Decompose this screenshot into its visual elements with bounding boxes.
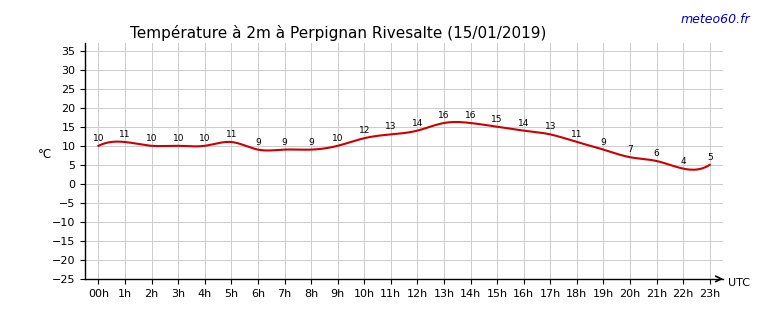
Text: Température à 2m à Perpignan Rivesalte (15/01/2019): Température à 2m à Perpignan Rivesalte (…	[130, 25, 546, 41]
Text: 4: 4	[680, 156, 686, 165]
Text: 16: 16	[465, 111, 477, 120]
Text: 10: 10	[146, 134, 158, 143]
Text: 13: 13	[385, 122, 396, 132]
Text: 15: 15	[491, 115, 503, 124]
Text: 11: 11	[571, 130, 583, 139]
Text: 10: 10	[199, 134, 210, 143]
Text: 11: 11	[119, 130, 131, 139]
Text: 10: 10	[332, 134, 343, 143]
Text: 9: 9	[601, 138, 607, 147]
Text: 7: 7	[627, 145, 633, 154]
Y-axis label: °C: °C	[38, 148, 52, 161]
Text: meteo60.fr: meteo60.fr	[680, 13, 750, 26]
Text: 12: 12	[359, 126, 370, 135]
Text: 6: 6	[654, 149, 659, 158]
Text: 16: 16	[438, 111, 450, 120]
Text: UTC: UTC	[728, 278, 750, 289]
Text: 13: 13	[545, 122, 556, 132]
Text: 5: 5	[707, 153, 713, 162]
Text: 9: 9	[282, 138, 288, 147]
Text: 10: 10	[172, 134, 184, 143]
Text: 11: 11	[226, 130, 237, 139]
Text: 9: 9	[255, 138, 261, 147]
Text: 14: 14	[412, 118, 423, 128]
Text: 14: 14	[518, 118, 529, 128]
Text: 10: 10	[93, 134, 104, 143]
Text: 9: 9	[308, 138, 314, 147]
